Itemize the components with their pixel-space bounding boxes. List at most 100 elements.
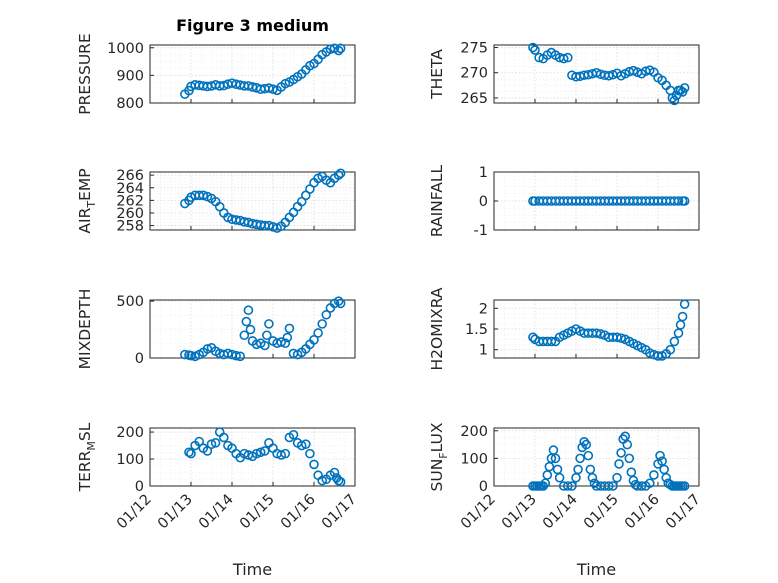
y-axis-label: MIXDEPTH — [76, 289, 94, 370]
x-tick-label: 01/12 — [114, 492, 155, 533]
data-point — [329, 467, 340, 478]
data-point — [583, 450, 594, 461]
data-point — [669, 336, 680, 347]
y-axis-label: TERRMSL — [76, 422, 98, 492]
data-point — [198, 190, 209, 201]
x-tick-label: 01/13 — [155, 492, 196, 533]
data-point — [280, 338, 291, 349]
data-point — [614, 459, 624, 469]
data-point — [581, 439, 592, 450]
y-tick-label: 260 — [116, 206, 144, 222]
y-axis-label-main: H2OMIXRA — [428, 287, 446, 370]
data-point — [313, 328, 323, 338]
y-axis-label-main: MIXDEPTH — [76, 289, 94, 370]
data-point — [245, 324, 256, 335]
data-point — [655, 450, 665, 461]
x-tick-label: 01/17 — [663, 492, 704, 533]
subplot-5: 0 500 MIXDEPTH — [76, 289, 356, 370]
data-point — [546, 336, 557, 347]
subplot-8: 0 100 200 01/12 01/13 01/14 01/15 01/16 01/17 SUN… — [428, 422, 704, 579]
data-point — [235, 351, 245, 362]
y-tick-label: 262 — [116, 193, 144, 209]
data-point — [335, 298, 346, 309]
y-tick-label: 500 — [116, 294, 144, 310]
x-tick-label: 01/15 — [581, 492, 622, 533]
subplot-1: 800 900 1000 PRESSURE Figure 3 medium — [76, 16, 356, 115]
data-point — [333, 475, 344, 486]
data-point — [243, 305, 254, 316]
data-point — [309, 335, 319, 345]
data-point — [612, 472, 622, 483]
axes-border — [149, 427, 356, 487]
data-point — [180, 349, 190, 360]
y-tick-label: 100 — [116, 452, 144, 468]
data-point — [259, 446, 270, 456]
y-tick-label: 0 — [479, 194, 488, 210]
axes-border — [149, 171, 356, 231]
data-point — [184, 447, 194, 458]
data-point — [673, 196, 684, 206]
data-point — [558, 53, 569, 64]
x-tick-label: 01/17 — [319, 492, 360, 533]
data-point — [530, 45, 540, 55]
axes-border — [493, 44, 700, 104]
y-tick-label: 1.5 — [465, 322, 488, 338]
data-point — [282, 332, 293, 343]
data-point — [264, 319, 274, 329]
data-point — [679, 299, 690, 309]
data-point — [317, 475, 328, 486]
data-point — [194, 436, 204, 447]
y-tick-label: 0 — [135, 479, 144, 495]
data-point — [262, 330, 272, 341]
data-point — [534, 52, 544, 63]
data-point — [296, 440, 307, 451]
y-axis-label: PRESSURE — [76, 33, 94, 115]
data-point — [622, 439, 633, 450]
data-point — [665, 344, 676, 355]
chart-title: Figure 3 medium — [176, 16, 329, 35]
data-point — [562, 481, 573, 491]
y-axis-label: AIRTEMP — [76, 168, 98, 233]
y-axis-label-main: SUN — [428, 459, 446, 492]
data-point — [276, 450, 287, 460]
y-tick-label: 100 — [460, 451, 488, 467]
y-tick-label: 258 — [116, 219, 144, 235]
x-tick-label: 01/15 — [237, 492, 278, 533]
data-point — [573, 464, 583, 475]
data-point — [305, 448, 315, 459]
x-tick-label: 01/16 — [278, 492, 319, 533]
data-point — [317, 319, 328, 329]
y-tick-label: 270 — [460, 66, 488, 82]
data-point — [679, 481, 690, 491]
data-point — [587, 472, 598, 483]
data-point — [219, 432, 229, 443]
data-point — [231, 350, 241, 361]
x-tick-label: 01/14 — [540, 492, 581, 533]
data-point — [300, 439, 311, 449]
data-point — [333, 170, 344, 180]
subplot-6: 1 1.5 2 H2OMIXRA — [428, 287, 700, 371]
y-axis-label-main: AIR — [76, 207, 94, 233]
data-point — [210, 438, 221, 448]
y-tick-label: 265 — [460, 91, 488, 107]
data-point — [649, 470, 659, 480]
x-tick-label: 01/13 — [499, 492, 540, 533]
x-tick-label: 01/16 — [622, 492, 663, 533]
data-point — [206, 439, 217, 449]
y-tick-label: 264 — [116, 181, 144, 197]
y-axis-label-main: RAINFALL — [428, 164, 446, 237]
data-point — [677, 311, 688, 322]
data-point — [575, 453, 585, 464]
data-point — [661, 472, 672, 483]
data-point — [636, 481, 647, 491]
y-axis-label-suffix: SL — [76, 422, 94, 441]
data-point — [528, 42, 538, 53]
subplot-2: 265 270 275 THETA — [428, 41, 700, 107]
data-point — [616, 448, 626, 458]
data-point — [335, 43, 346, 54]
y-tick-label: 800 — [116, 96, 144, 112]
data-point — [603, 70, 614, 81]
data-point — [284, 323, 295, 334]
